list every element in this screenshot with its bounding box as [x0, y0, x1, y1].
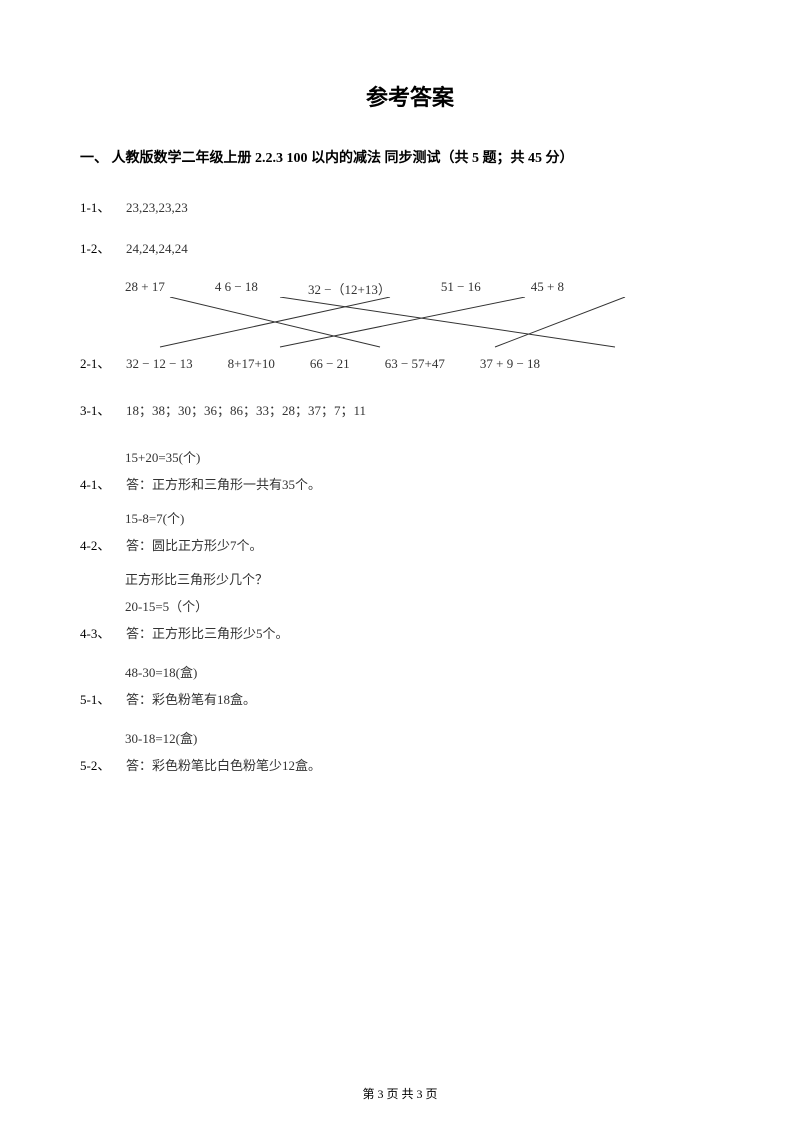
answer-line: 15+20=35(个)	[125, 447, 740, 466]
answer-content: 23,23,23,23	[126, 200, 188, 216]
answer-content: 答：正方形和三角形一共有35个。	[126, 474, 321, 493]
answer-label: 2-1、	[80, 353, 118, 372]
answer-line: 48-30=18(盒)	[125, 662, 740, 681]
answer-5-1: 48-30=18(盒) 5-1、 答：彩色粉笔有18盒。	[80, 662, 740, 708]
answer-line: 正方形比三角形少几个？	[125, 569, 740, 588]
matching-item: 32 −（12+13）	[308, 279, 391, 298]
answer-label: 1-2、	[80, 238, 118, 257]
answer-1-2: 1-2、 24,24,24,24	[80, 238, 740, 257]
matching-diagram: 28 + 17 4 6 − 18 32 −（12+13） 51 − 16 45 …	[125, 279, 740, 298]
answer-content: 答：彩色粉笔有18盒。	[126, 689, 256, 708]
answer-line: 20-15=5（个）	[125, 596, 740, 615]
answer-4-2: 15-8=7(个) 4-2、 答：圆比正方形少7个。	[80, 508, 740, 554]
matching-item: 37 + 9 − 18	[480, 356, 540, 372]
answer-5-2: 30-18=12(盒) 5-2、 答：彩色粉笔比白色粉笔少12盒。	[80, 728, 740, 774]
answer-2-1: 2-1、 32 − 12 − 13 8+17+10 66 − 21 63 − 5…	[80, 353, 740, 372]
answer-content: 答：彩色粉笔比白色粉笔少12盒。	[126, 755, 321, 774]
answer-content: 24,24,24,24	[126, 241, 188, 257]
answer-1-1: 1-1、 23,23,23,23	[80, 197, 740, 216]
answer-content: 18；38；30；36；86；33；28；37；7；11	[126, 400, 366, 419]
answer-line: 15-8=7(个)	[125, 508, 740, 527]
answer-content: 答：圆比正方形少7个。	[126, 535, 263, 554]
matching-item: 45 + 8	[531, 279, 564, 298]
matching-item: 63 − 57+47	[385, 356, 445, 372]
matching-item: 32 − 12 − 13	[126, 356, 193, 372]
answer-label: 3-1、	[80, 400, 118, 419]
answer-label: 5-2、	[80, 755, 118, 774]
matching-item: 66 − 21	[310, 356, 350, 372]
answer-label: 4-1、	[80, 474, 118, 493]
matching-top-row: 28 + 17 4 6 − 18 32 −（12+13） 51 − 16 45 …	[125, 279, 740, 298]
answer-label: 1-1、	[80, 197, 118, 216]
answer-3-1: 3-1、 18；38；30；36；86；33；28；37；7；11	[80, 400, 740, 419]
matching-item: 8+17+10	[228, 356, 275, 372]
answer-content: 答：正方形比三角形少5个。	[126, 623, 289, 642]
matching-bottom-row: 32 − 12 − 13 8+17+10 66 − 21 63 − 57+47 …	[126, 356, 540, 372]
page-title: 参考答案	[80, 80, 740, 112]
answer-label: 4-3、	[80, 623, 118, 642]
matching-item: 51 − 16	[441, 279, 481, 298]
answer-4-3: 正方形比三角形少几个？ 20-15=5（个） 4-3、 答：正方形比三角形少5个…	[80, 569, 740, 642]
answer-line: 30-18=12(盒)	[125, 728, 740, 747]
matching-item: 4 6 − 18	[215, 279, 258, 298]
section-header: 一、 人教版数学二年级上册 2.2.3 100 以内的减法 同步测试（共 5 题…	[80, 147, 740, 167]
answer-4-1: 15+20=35(个) 4-1、 答：正方形和三角形一共有35个。	[80, 447, 740, 493]
answer-label: 5-1、	[80, 689, 118, 708]
matching-item: 28 + 17	[125, 279, 165, 298]
page-footer: 第 3 页 共 3 页	[0, 1085, 800, 1102]
answer-label: 4-2、	[80, 535, 118, 554]
matching-lines	[125, 297, 705, 352]
